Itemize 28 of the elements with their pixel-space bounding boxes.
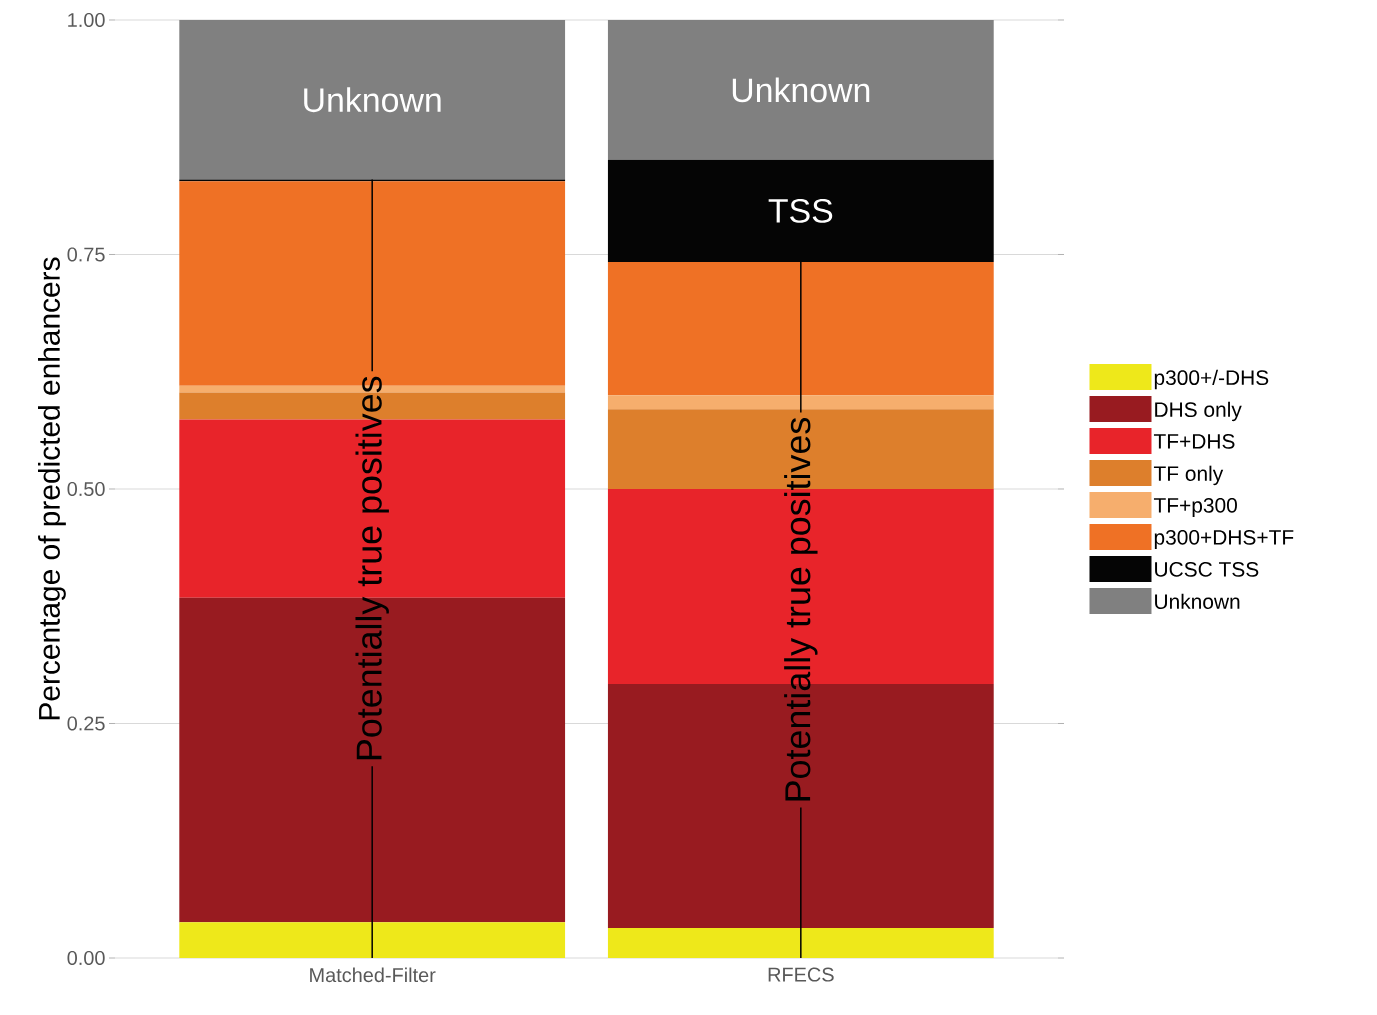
legend-label: p300+/-DHS — [1154, 369, 1269, 390]
legend-label: p300+DHS+TF — [1154, 529, 1294, 549]
bar — [179, 597, 566, 923]
annotation: Unknown — [732, 77, 870, 103]
y-tick-label: 1.00 — [68, 12, 105, 28]
bar — [607, 262, 994, 396]
bar — [607, 19, 994, 160]
bar — [607, 927, 994, 958]
y-tick-label: 0.00 — [67, 950, 105, 966]
bar — [179, 922, 566, 958]
annotation: TSS — [768, 198, 833, 223]
y-tick-label: 0.25 — [67, 716, 105, 731]
y-tick-label: 0.75 — [67, 247, 105, 262]
y-tick-label: 0.50 — [67, 481, 105, 497]
bar — [179, 19, 566, 180]
legend-label: TF+p300 — [1153, 497, 1237, 517]
annotation: Unknown — [304, 87, 441, 113]
annotation: Potentially true positives — [355, 376, 389, 760]
bar — [607, 395, 994, 410]
legend-label: UCSC TSS — [1155, 561, 1259, 577]
y-axis-title: Percentage of predicted enhancers — [38, 257, 66, 720]
x-tick-label: RFECS — [768, 967, 834, 982]
legend-label: DHS only — [1155, 401, 1242, 422]
legend-label: Unknown — [1155, 593, 1240, 610]
annotation: Potentially true positives — [784, 418, 818, 801]
x-tick-label: Matched-Filter — [310, 967, 436, 983]
legend-label: TF+DHS — [1153, 433, 1235, 449]
legend-label: TF only — [1153, 465, 1224, 486]
